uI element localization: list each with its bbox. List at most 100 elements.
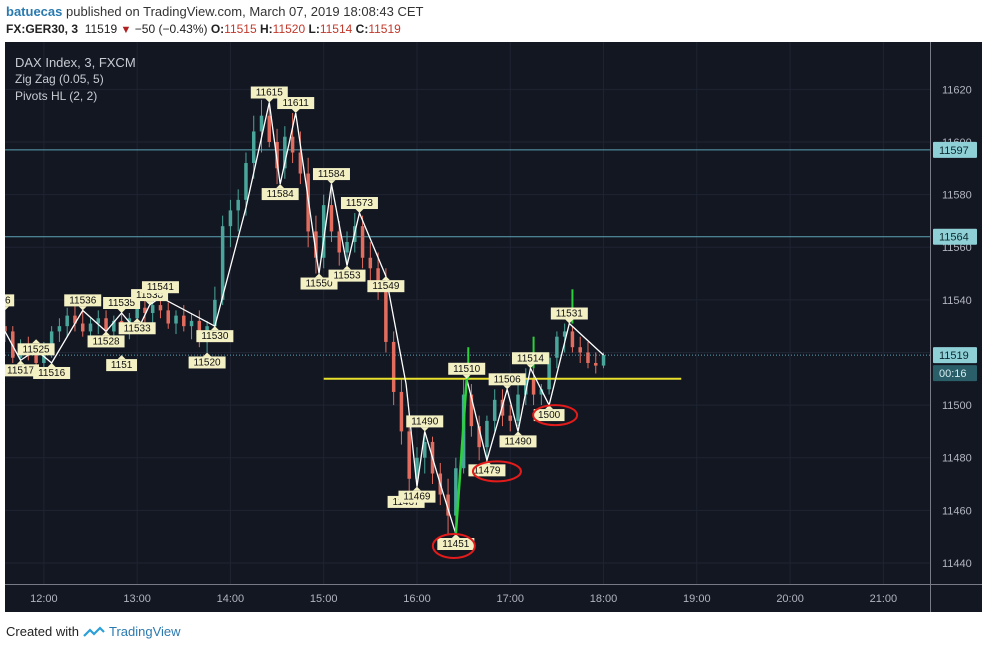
candle-body — [143, 307, 147, 313]
price-tag — [933, 228, 977, 245]
pivot-value: 11514 — [517, 353, 545, 364]
highlight-circle — [532, 404, 579, 427]
candle-body — [158, 305, 163, 311]
candle-body — [88, 323, 93, 332]
candle-body — [446, 494, 450, 516]
time-axis-label: 15:00 — [310, 593, 338, 605]
pivot-low-label: 11584 — [261, 184, 299, 201]
candle-body — [399, 391, 404, 432]
pivot-value: 11549 — [372, 281, 400, 292]
price-tag-label: 11519 — [939, 350, 969, 362]
price-tag — [933, 347, 977, 364]
pivot-high-label: 11541 — [141, 281, 179, 298]
pivot-pointer — [343, 265, 352, 270]
pivot-pointer — [210, 326, 219, 331]
candle-body — [314, 231, 318, 258]
low-value: 11514 — [319, 22, 353, 36]
countdown-label: 00:16 — [939, 368, 967, 380]
down-arrow-icon: ▼ — [120, 24, 132, 36]
pivot-box — [261, 188, 299, 201]
pivot-high-label: 11584 — [312, 168, 350, 185]
pivot-low-label: 11469 — [398, 486, 436, 503]
pivot-low-label: 11490 — [499, 431, 537, 448]
open-label: O: — [210, 22, 225, 36]
tradingview-link[interactable]: TradingView — [108, 624, 181, 639]
candle-body — [586, 352, 590, 363]
candle-body — [275, 141, 279, 169]
candle-body — [73, 315, 77, 324]
pivot-pointer — [133, 318, 142, 323]
candle-body — [422, 441, 427, 458]
highlight-circle — [431, 533, 476, 560]
chart-legend: DAX Index, 3, FXCM Zig Zag (0.05, 5) Piv… — [15, 54, 136, 105]
candle-body — [547, 357, 551, 390]
candle-body — [251, 131, 256, 164]
pivot-value: 1151 — [111, 360, 133, 371]
pivot-high-label: 11536 — [64, 294, 102, 311]
candle-body — [112, 320, 116, 332]
price-axis-label: 11620 — [942, 84, 972, 96]
last-price: 11519 — [84, 22, 118, 36]
candle-body — [492, 399, 497, 421]
pivot-high-label: 11615 — [250, 86, 288, 103]
pivot-value: 11535 — [108, 298, 136, 309]
price-tag-label: 11597 — [939, 145, 969, 157]
candle-body — [391, 341, 396, 392]
pivot-box — [312, 168, 350, 181]
time-axis-label: 20:00 — [776, 593, 804, 605]
legend-zigzag[interactable]: Zig Zag (0.05, 5) — [15, 72, 104, 86]
close-label: C: — [355, 22, 369, 36]
impulse-line — [454, 378, 468, 535]
legend-pivots[interactable]: Pivots HL (2, 2) — [15, 89, 98, 103]
pivot-pointer — [47, 362, 56, 367]
candle-body — [236, 199, 240, 211]
pivot-value: 11615 — [256, 88, 284, 99]
pivot-box — [328, 269, 366, 282]
price-axis-label: 11460 — [942, 505, 972, 517]
candle-body — [578, 347, 582, 353]
candle-body — [415, 457, 419, 479]
pivot-value: 11531 — [556, 309, 584, 320]
pivot-low-label: 1151 — [106, 355, 137, 372]
candle-body — [197, 320, 202, 337]
pivot-value: 11530 — [201, 331, 229, 342]
pivot-pointer — [315, 273, 324, 278]
pivot-pointer — [117, 309, 126, 313]
candle-body — [321, 205, 326, 258]
candle-body — [469, 394, 474, 427]
pivot-box — [188, 356, 226, 369]
tradingview-logo-icon — [83, 625, 105, 637]
pivot-low-label: 11520 — [188, 352, 226, 369]
candle-body — [166, 310, 170, 324]
pivot-pointer — [203, 352, 212, 357]
candle-body — [508, 415, 513, 421]
time-axis-label: 14:00 — [217, 593, 245, 605]
pivot-value: 11550 — [305, 279, 333, 290]
pivot-box — [277, 97, 315, 110]
candle-body — [594, 362, 598, 366]
author-link[interactable]: batuecas — [6, 4, 63, 19]
pivot-high-label: 11531 — [550, 307, 588, 324]
candle-body — [174, 315, 178, 324]
pivot-low-label: 11517 — [2, 360, 40, 377]
price-change: −50 (−0.43%) — [134, 22, 208, 36]
pivot-value: 11536 — [69, 295, 97, 306]
pivot-pointer — [327, 180, 336, 185]
pivot-high-label: 11506 — [488, 373, 526, 390]
pivot-box — [499, 435, 537, 448]
pivot-box — [103, 297, 141, 309]
pivot-pointer — [545, 405, 554, 410]
pivot-high-label: 11535 — [103, 297, 141, 313]
candle-body — [601, 355, 606, 366]
candle-body — [104, 318, 108, 332]
pivot-pointer — [526, 364, 535, 369]
time-axis-label: 12:00 — [30, 593, 58, 605]
candle-body — [368, 257, 373, 269]
pivot-pointer — [420, 427, 429, 432]
candle-body — [531, 378, 536, 395]
pivot-pointer — [265, 98, 274, 103]
time-axis-label: 19:00 — [683, 593, 711, 605]
candle-body — [213, 299, 217, 327]
